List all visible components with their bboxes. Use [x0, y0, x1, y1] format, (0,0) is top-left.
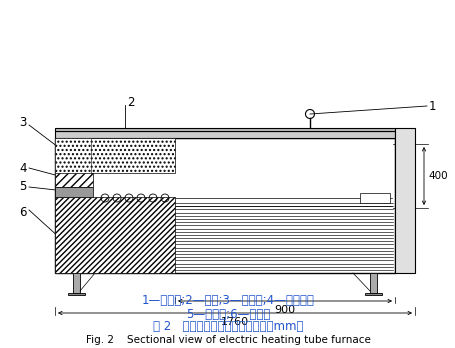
Bar — [55, 197, 175, 273]
Bar — [55, 131, 394, 138]
Text: 1: 1 — [428, 100, 435, 112]
Text: 900: 900 — [274, 305, 295, 315]
Text: Fig. 2    Sectional view of electric heating tube furnace: Fig. 2 Sectional view of electric heatin… — [86, 335, 369, 345]
Bar — [369, 273, 376, 293]
Bar — [394, 128, 414, 273]
Text: 2: 2 — [127, 96, 134, 110]
Bar — [68, 293, 85, 295]
Text: 5—透孔砖;6—孔塞砖: 5—透孔砖;6—孔塞砖 — [185, 308, 270, 321]
Text: 1760: 1760 — [221, 317, 248, 327]
Bar — [55, 128, 394, 131]
Text: 图 2   电加热管式炉截面图（单位：mm）: 图 2 电加热管式炉截面图（单位：mm） — [152, 321, 303, 333]
Bar — [55, 187, 93, 197]
Text: 6: 6 — [20, 206, 27, 219]
Text: 1—热电偶;2—炉顶;3—炉顶砖;4—电阻丝；: 1—热电偶;2—炉顶;3—炉顶砖;4—电阻丝； — [141, 293, 314, 307]
Bar — [73, 273, 80, 293]
Bar — [55, 138, 175, 173]
Text: 4: 4 — [20, 161, 27, 174]
Text: 5: 5 — [20, 181, 27, 193]
Bar — [359, 193, 389, 203]
Bar — [55, 138, 394, 273]
Bar — [55, 138, 91, 187]
Text: 3: 3 — [20, 117, 27, 129]
Bar — [364, 293, 381, 295]
Bar — [55, 173, 93, 187]
Text: 400: 400 — [427, 171, 447, 181]
